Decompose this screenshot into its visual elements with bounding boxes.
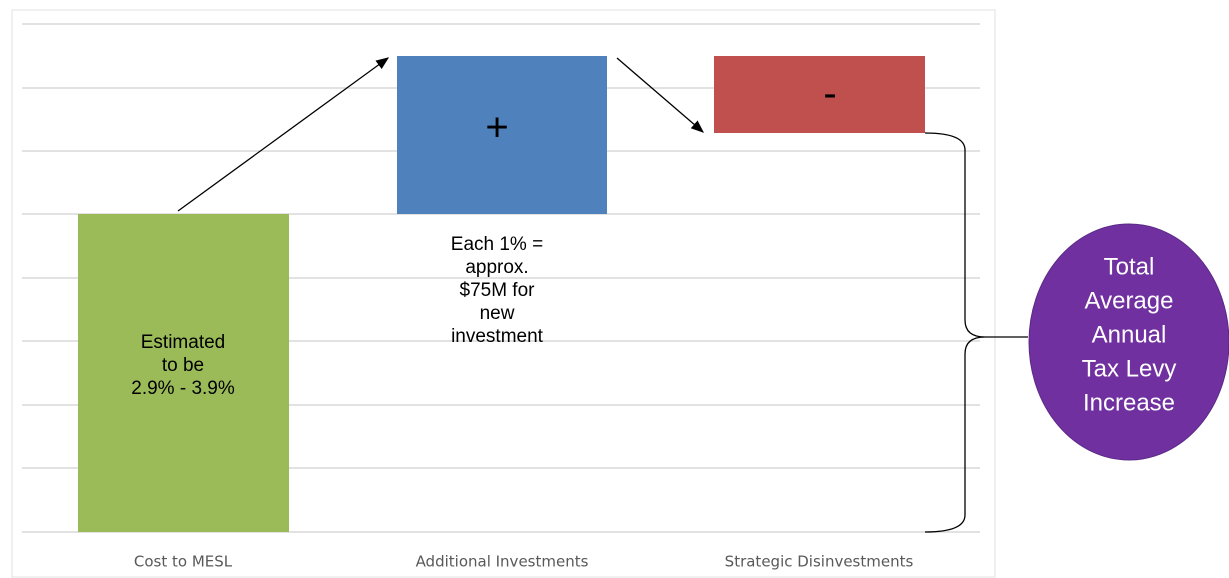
category-label: Strategic Disinvestments [725, 553, 914, 571]
total-label: Average [1085, 287, 1174, 314]
bar-label: 2.9% - 3.9% [131, 378, 235, 399]
total-label: Total [1104, 253, 1155, 280]
arrow [177, 57, 390, 212]
bar-label: Estimated [141, 332, 225, 353]
bar-sign: - [823, 72, 836, 116]
texts: Cost to MESL Additional Investments Strate… [131, 72, 1176, 571]
annotation: Each 1% = [451, 234, 543, 255]
annotation: $75M for [460, 280, 536, 301]
bar-increase [397, 56, 607, 214]
bar-sign: + [485, 106, 508, 150]
annotation: investment [451, 326, 544, 347]
bar-decrease [714, 56, 925, 133]
category-label: Cost to MESL [134, 553, 233, 571]
category-label: Additional Investments [416, 553, 589, 571]
annotation: new [480, 303, 515, 324]
total-label: Tax Levy [1082, 355, 1177, 382]
annotation: approx. [465, 257, 528, 278]
bar-base [78, 214, 289, 532]
total-label: Increase [1083, 389, 1175, 416]
bar-label: to be [162, 355, 204, 376]
total-circle [1028, 223, 1229, 461]
arrow [616, 57, 704, 133]
total-label: Annual [1092, 321, 1167, 348]
